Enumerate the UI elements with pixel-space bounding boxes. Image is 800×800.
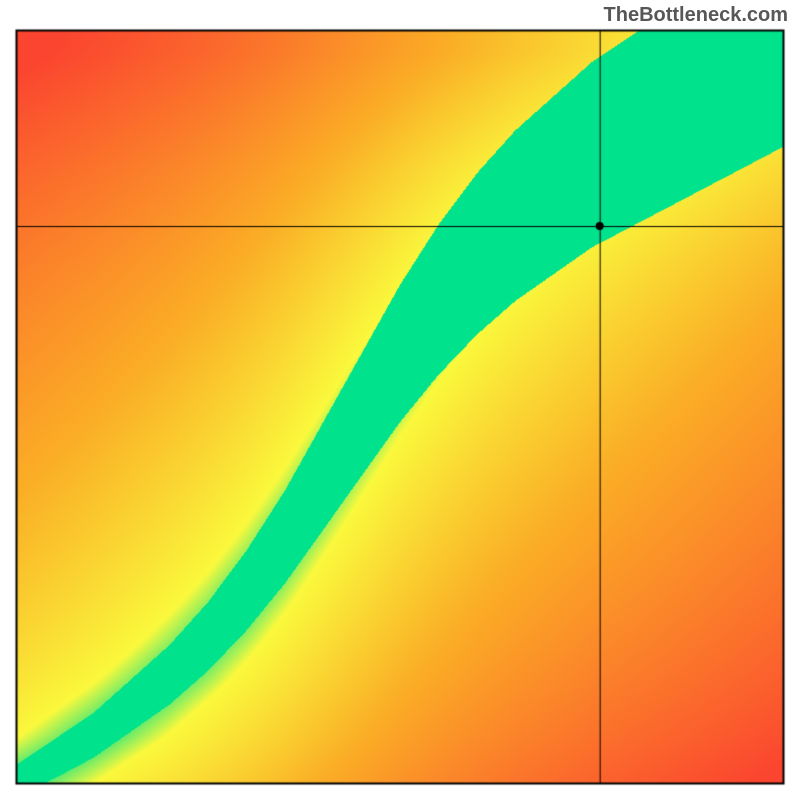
chart-container: TheBottleneck.com xyxy=(0,0,800,800)
heatmap-canvas xyxy=(0,0,800,800)
watermark-text: TheBottleneck.com xyxy=(604,4,788,27)
